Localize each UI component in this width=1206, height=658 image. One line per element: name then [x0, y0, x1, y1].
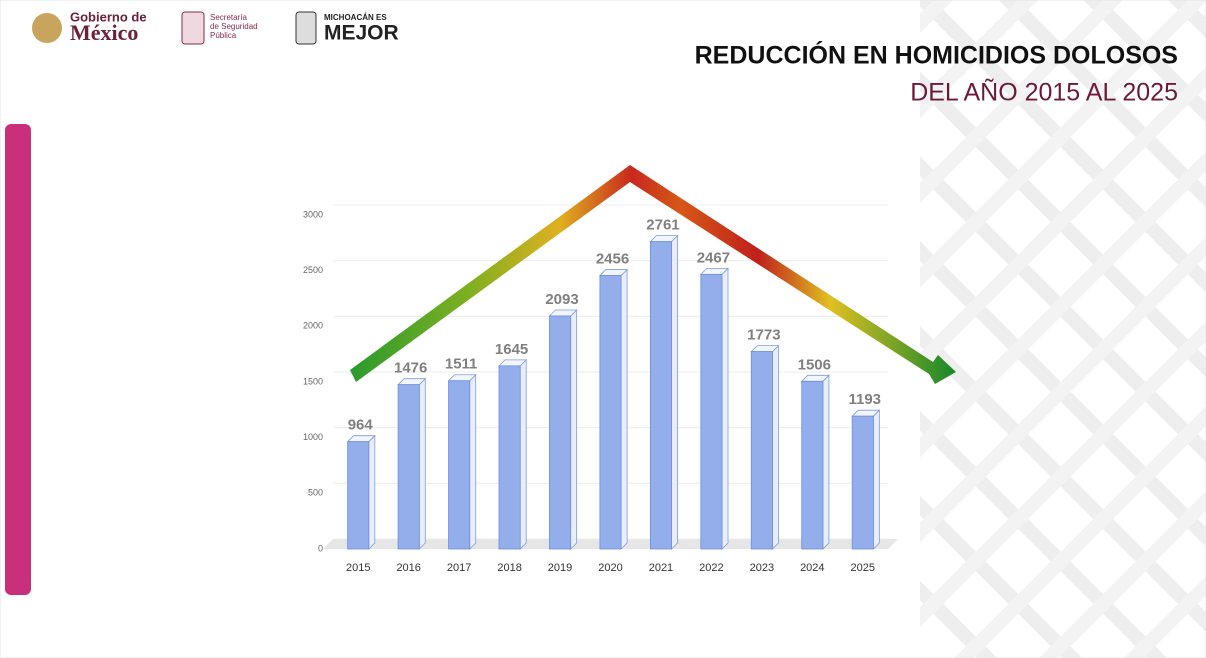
bar: [801, 380, 824, 550]
bar-depth: [519, 358, 527, 550]
x-tick-label: 2015: [346, 562, 370, 574]
data-label: 1773: [747, 327, 780, 344]
x-tick-label: 2016: [396, 562, 420, 574]
bar: [750, 351, 773, 550]
data-label: 2456: [596, 251, 629, 268]
x-tick-label: 2018: [497, 562, 521, 574]
y-tick-label: 1500: [303, 376, 323, 386]
bar-depth: [772, 344, 779, 550]
data-label: 2093: [545, 291, 578, 308]
logo-text: Gobierno de: [70, 9, 147, 24]
y-tick-label: 1000: [303, 432, 323, 442]
bar: [498, 365, 521, 550]
bar: [700, 273, 723, 550]
data-label: 1193: [848, 391, 881, 408]
background-pattern: [920, 0, 1206, 658]
bar: [549, 315, 572, 550]
x-tick-label: 2020: [598, 562, 622, 574]
bar: [649, 241, 672, 550]
data-label: 964: [348, 417, 374, 434]
bar-depth: [570, 309, 578, 550]
x-tick-label: 2017: [447, 562, 471, 574]
plot: 0 500 1000 1500 2000 2500 3000 2015 964 2016 1476 2…: [303, 204, 898, 574]
logo-text: MICHOACÁN ES: [324, 13, 387, 22]
data-label: 2467: [697, 249, 730, 266]
bar-depth: [721, 267, 729, 550]
logo-emblem: [32, 13, 62, 43]
chart-subtitle: DEL AÑO 2015 AL 2025: [910, 78, 1178, 107]
side-stripe: [5, 124, 31, 595]
x-tick-label: 2023: [750, 562, 774, 574]
logo-text: Pública: [210, 31, 237, 40]
y-tick-label: 0: [318, 543, 323, 553]
data-label: 1511: [445, 356, 478, 373]
y-tick-label: 2500: [303, 265, 323, 275]
bar-depth: [469, 373, 477, 550]
bar: [347, 441, 370, 550]
logo-text: México: [70, 20, 138, 45]
logo-text: MEJOR: [324, 22, 399, 45]
bar: [599, 275, 622, 550]
y-tick-label: 3000: [303, 209, 323, 219]
bar-depth: [872, 409, 880, 550]
x-tick-label: 2022: [699, 562, 723, 574]
x-tick-label: 2021: [649, 562, 673, 574]
x-tick-label: 2024: [800, 562, 824, 574]
y-tick-label: 500: [308, 488, 323, 498]
data-label: 2761: [646, 217, 679, 234]
bar-depth: [418, 377, 426, 550]
bar-depth: [620, 268, 628, 550]
y-tick-label: 2000: [303, 321, 323, 331]
bar-depth: [822, 374, 830, 550]
logo-emblem: [295, 11, 317, 45]
bar: [851, 415, 874, 550]
bar: [448, 380, 471, 550]
logo-text: de Seguridad: [210, 22, 258, 31]
logo-text: Secretaría: [210, 13, 247, 22]
bar: [397, 384, 420, 550]
chart-title: REDUCCIÓN EN HOMICIDIOS DOLOSOS: [695, 40, 1178, 70]
x-tick-label: 2025: [851, 562, 875, 574]
logo-emblem: [181, 11, 205, 45]
data-label: 1476: [394, 360, 427, 377]
x-tick-label: 2019: [548, 562, 572, 574]
data-label: 1645: [495, 341, 528, 358]
data-label: 1506: [798, 356, 831, 373]
bar-depth: [368, 434, 376, 550]
bar-depth: [671, 234, 678, 550]
